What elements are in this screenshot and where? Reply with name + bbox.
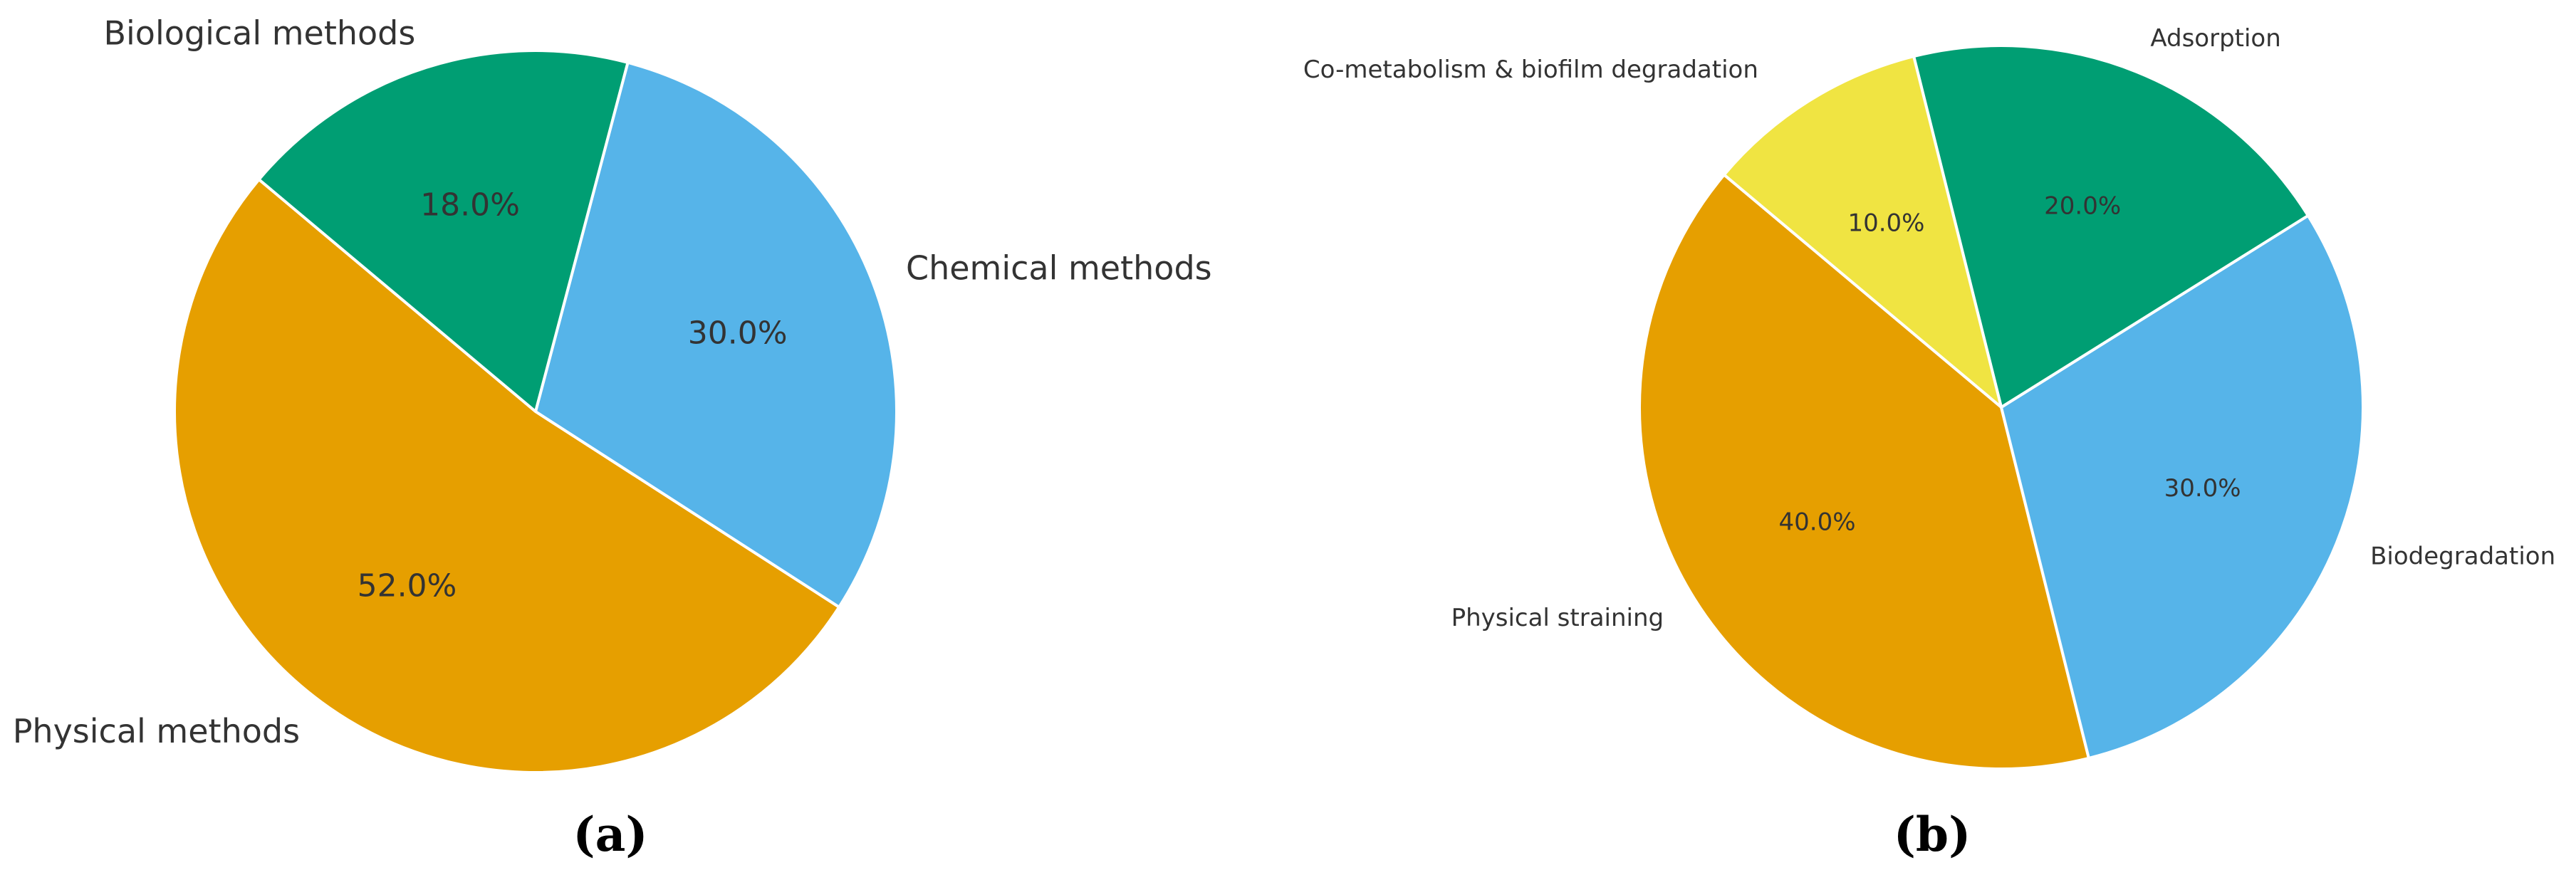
pie-chart-a: 52.0% Physical methods 30.0% Chemical metho… xyxy=(13,14,1212,774)
slice-category-label: Biodegradation xyxy=(2370,542,2555,570)
pie-chart-b: 40.0% Physical straining 30.0% Biodegradati… xyxy=(1303,24,2555,770)
pie-slice xyxy=(173,178,841,774)
slice-percent-label: 18.0% xyxy=(420,187,520,224)
slice-percent-label: 20.0% xyxy=(2044,192,2121,220)
pie-slice xyxy=(1638,173,2090,770)
slice-category-label: Adsorption xyxy=(2150,24,2280,53)
slice-category-label: Physical methods xyxy=(13,712,300,750)
slice-percent-label: 52.0% xyxy=(358,567,457,604)
slice-category-label: Physical straining xyxy=(1451,604,1664,632)
pie-slice xyxy=(1722,55,2003,409)
slice-category-label: Co-metabolism & biofilm degradation xyxy=(1303,56,1758,84)
panel-label-a: (a) xyxy=(573,807,647,862)
slice-percent-label: 30.0% xyxy=(688,315,788,351)
pie-slice xyxy=(257,49,630,413)
slice-percent-label: 10.0% xyxy=(1847,209,1924,238)
slice-percent-label: 30.0% xyxy=(2164,474,2241,503)
slice-category-label: Chemical methods xyxy=(906,248,1212,287)
panel-label-b: (b) xyxy=(1894,807,1971,862)
pie-slice xyxy=(534,61,898,609)
slice-percent-label: 40.0% xyxy=(1779,508,1856,537)
slice-category-label: Biological methods xyxy=(103,14,415,52)
pie-slice xyxy=(1912,44,2310,409)
